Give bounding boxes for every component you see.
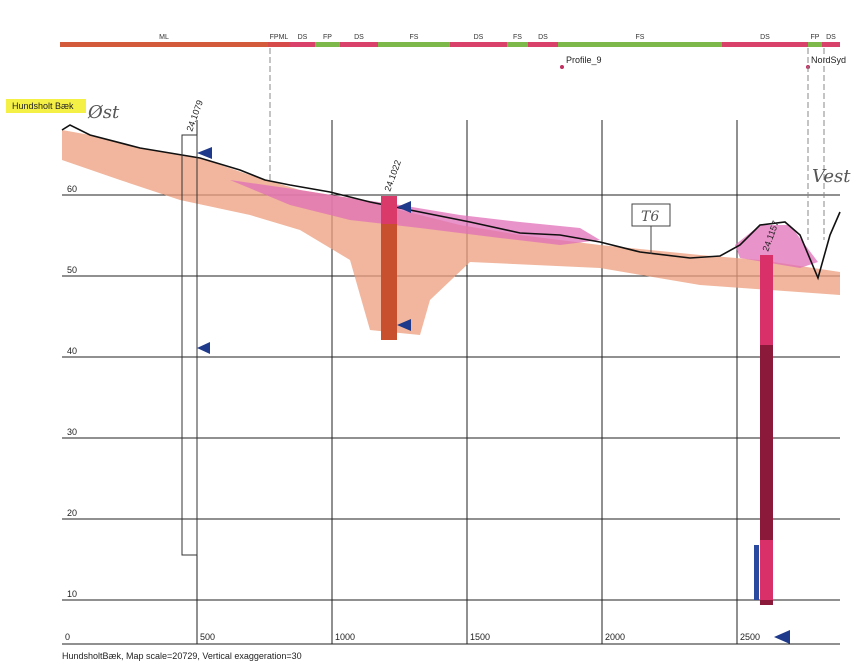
bar-segment xyxy=(507,42,528,47)
crossing-label: Profile_9 xyxy=(566,55,602,65)
y-tick-label: 20 xyxy=(67,508,77,518)
top-bar: ML FPML DS FP DS FS DS FS DS FS DS FP DS xyxy=(60,34,840,47)
x-tick-label: 2500 xyxy=(740,632,760,642)
x-tick-label: 1000 xyxy=(335,632,355,642)
water-marker xyxy=(197,342,210,354)
bar-segment xyxy=(450,42,507,47)
bar-segment xyxy=(60,42,268,47)
y-tick-label: 60 xyxy=(67,184,77,194)
bar-segment xyxy=(808,42,822,47)
bar-segment xyxy=(822,42,840,47)
bar-segment xyxy=(528,42,558,47)
handwritten-note: T6 xyxy=(641,209,659,225)
x-tick-label: 500 xyxy=(200,632,215,642)
screen xyxy=(754,545,759,600)
sediment-sand xyxy=(62,130,840,335)
segment-label: FPML xyxy=(270,34,289,41)
handwritten-note: Vest xyxy=(812,166,851,187)
bar-segment xyxy=(268,42,290,47)
segment-label: FP xyxy=(323,34,332,41)
segment-label: FP xyxy=(811,34,820,41)
x-tick-label: 2000 xyxy=(605,632,625,642)
bar-segment xyxy=(378,42,450,47)
profile: 60 50 40 30 20 10 0 500 1000 1500 2000 2500 ML FPML D… xyxy=(0,0,865,664)
bar-segment xyxy=(340,42,378,47)
segment-label: DS xyxy=(538,34,548,41)
y-tick-label: 10 xyxy=(67,589,77,599)
y-tick-label: 40 xyxy=(67,346,77,356)
segment-label: DS xyxy=(474,34,484,41)
bar-segment xyxy=(315,42,340,47)
segment-label: FS xyxy=(410,34,419,41)
y-tick-label: 50 xyxy=(67,265,77,275)
borehole-layer xyxy=(760,540,773,600)
name-tag: Hundsholt Bæk xyxy=(12,101,74,111)
borehole-label: 24.1079 xyxy=(184,99,205,133)
borehole-label: 24.1022 xyxy=(382,159,403,193)
bar-segment xyxy=(558,42,722,47)
segment-label: ML xyxy=(159,34,169,41)
borehole-layer xyxy=(381,196,397,224)
handwritten-note: Øst xyxy=(87,102,120,123)
bar-segment xyxy=(290,42,315,47)
x-tick-label: 1500 xyxy=(470,632,490,642)
segment-label: DS xyxy=(354,34,364,41)
segment-label: DS xyxy=(826,34,836,41)
water-marker xyxy=(774,630,790,644)
crossing-label: NordSyd xyxy=(811,55,846,65)
x-tick-label: 0 xyxy=(65,632,70,642)
borehole-layer xyxy=(760,255,773,345)
segment-label: FS xyxy=(636,34,645,41)
crossing-dot xyxy=(560,65,564,69)
segment-label: DS xyxy=(760,34,770,41)
caption: HundsholtBæk, Map scale=20729, Vertical … xyxy=(62,651,302,661)
segment-label: FS xyxy=(513,34,522,41)
segment-label: DS xyxy=(298,34,308,41)
y-tick-label: 30 xyxy=(67,427,77,437)
bar-segment xyxy=(722,42,808,47)
